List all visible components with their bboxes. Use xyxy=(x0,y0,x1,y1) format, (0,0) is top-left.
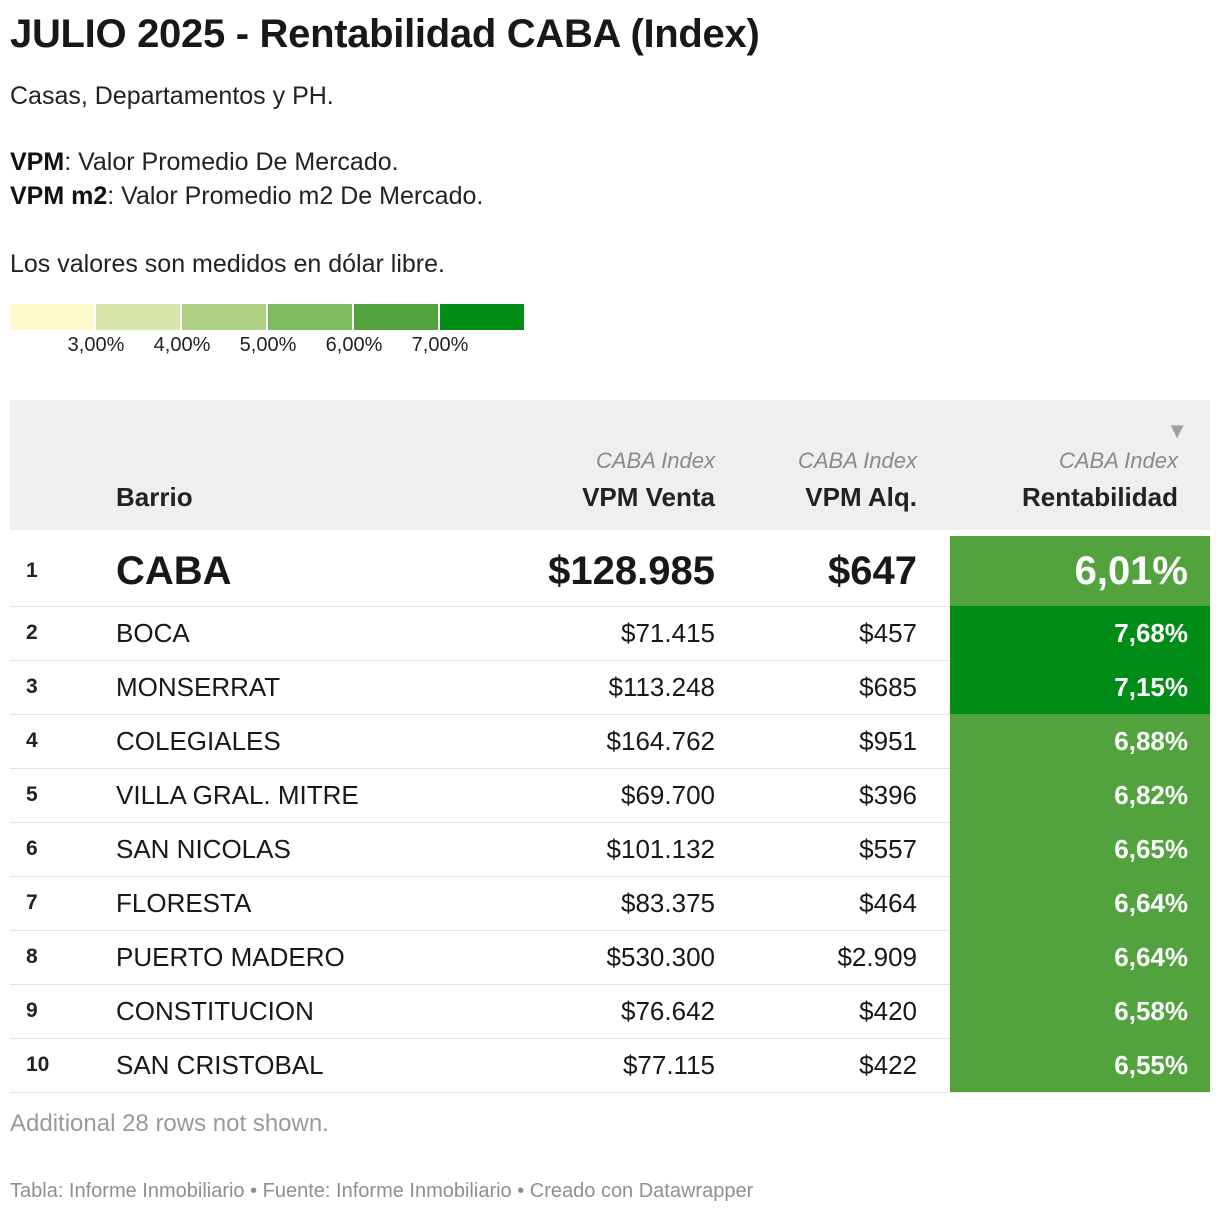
legend-swatch xyxy=(10,304,94,330)
row-vpm-alq: $457 xyxy=(859,618,917,648)
legend-tick-label: 7,00% xyxy=(411,334,469,356)
row-vpm-alq: $647 xyxy=(828,549,917,593)
legend-tick-label: 4,00% xyxy=(153,334,211,356)
row-vpm-alq: $420 xyxy=(859,996,917,1026)
row-barrio: BOCA xyxy=(116,618,190,648)
description-currency: Los valores son medidos en dólar libre. xyxy=(10,250,445,278)
header-alq-sub: CABA Index xyxy=(797,448,917,473)
row-vpm-alq: $951 xyxy=(859,726,917,756)
legend-tick-label: 3,00% xyxy=(67,334,125,356)
row-rentabilidad: 7,68% xyxy=(950,606,1210,660)
row-barrio: COLEGIALES xyxy=(116,726,281,756)
row-vpm-alq: $2.909 xyxy=(837,942,917,972)
row-vpm-venta: $83.375 xyxy=(621,888,715,918)
table-row: 3 MONSERRAT $113.248 $685 7,15% xyxy=(10,660,1210,715)
row-rentabilidad: 6,55% xyxy=(950,1038,1210,1092)
row-rentabilidad: 6,64% xyxy=(950,930,1210,984)
table-header: Barrio CABA Index VPM Venta CABA Index V… xyxy=(10,400,1210,530)
header-barrio[interactable]: Barrio xyxy=(116,482,193,512)
row-rank: 2 xyxy=(26,621,38,644)
row-rank: 9 xyxy=(26,999,38,1022)
legend-swatch xyxy=(354,304,438,330)
color-legend xyxy=(10,304,524,330)
header-rent-sub: CABA Index xyxy=(1058,448,1178,473)
row-barrio: CONSTITUCION xyxy=(116,996,314,1026)
row-vpm-alq: $464 xyxy=(859,888,917,918)
sort-descending-icon[interactable]: ▼ xyxy=(1166,418,1188,443)
header-venta-sub: CABA Index xyxy=(595,448,715,473)
row-barrio: PUERTO MADERO xyxy=(116,942,345,972)
row-barrio: FLORESTA xyxy=(116,888,252,918)
row-vpm-venta: $77.115 xyxy=(622,1050,715,1080)
row-vpm-alq: $422 xyxy=(859,1050,917,1080)
legend-swatch xyxy=(268,304,352,330)
row-vpm-alq: $396 xyxy=(859,780,917,810)
table-row: 2 BOCA $71.415 $457 7,68% xyxy=(10,606,1210,661)
row-rank: 10 xyxy=(26,1053,50,1076)
row-rank: 4 xyxy=(26,729,38,752)
row-rentabilidad: 6,01% xyxy=(950,536,1210,606)
header-venta[interactable]: VPM Venta xyxy=(582,482,715,512)
table-row: 4 COLEGIALES $164.762 $951 6,88% xyxy=(10,714,1210,769)
row-rentabilidad: 6,64% xyxy=(950,876,1210,930)
vpm-key: VPM xyxy=(10,148,65,176)
table-row: 6 SAN NICOLAS $101.132 $557 6,65% xyxy=(10,822,1210,877)
row-vpm-venta: $530.300 xyxy=(606,942,715,972)
row-vpm-alq: $557 xyxy=(859,834,917,864)
row-rank: 1 xyxy=(26,559,38,582)
row-vpm-venta: $69.700 xyxy=(621,780,715,810)
table-row: 9 CONSTITUCION $76.642 $420 6,58% xyxy=(10,984,1210,1039)
row-rentabilidad: 6,58% xyxy=(950,984,1210,1038)
row-rank: 6 xyxy=(26,837,38,860)
legend-swatch xyxy=(96,304,180,330)
table-row: 5 VILLA GRAL. MITRE $69.700 $396 6,82% xyxy=(10,768,1210,823)
row-rank: 5 xyxy=(26,783,38,806)
footer-credits: Tabla: Informe Inmobiliario • Fuente: In… xyxy=(10,1180,754,1202)
row-vpm-venta: $164.762 xyxy=(606,726,715,756)
legend-swatch xyxy=(182,304,266,330)
row-barrio: CABA xyxy=(116,549,232,593)
description-vpm: VPM: Valor Promedio De Mercado. xyxy=(10,148,399,177)
row-barrio: MONSERRAT xyxy=(116,672,281,702)
table-row: 8 PUERTO MADERO $530.300 $2.909 6,64% xyxy=(10,930,1210,985)
vpm-m2-text: : Valor Promedio m2 De Mercado. xyxy=(107,182,484,210)
table-row: 7 FLORESTA $83.375 $464 6,64% xyxy=(10,876,1210,931)
row-rank: 8 xyxy=(26,945,38,968)
table-row: 1 CABA $128.985 $647 6,01% xyxy=(10,536,1210,607)
row-vpm-venta: $76.642 xyxy=(621,996,715,1026)
row-rentabilidad: 6,65% xyxy=(950,822,1210,876)
row-vpm-alq: $685 xyxy=(859,672,917,702)
table-row: 10 SAN CRISTOBAL $77.115 $422 6,55% xyxy=(10,1038,1210,1093)
row-rank: 3 xyxy=(26,675,38,698)
row-vpm-venta: $101.132 xyxy=(606,834,715,864)
row-rentabilidad: 7,15% xyxy=(950,660,1210,714)
row-barrio: SAN NICOLAS xyxy=(116,834,291,864)
row-vpm-venta: $113.248 xyxy=(608,672,715,702)
vpm-text: : Valor Promedio De Mercado. xyxy=(64,148,399,176)
row-barrio: SAN CRISTOBAL xyxy=(116,1050,324,1080)
header-rent[interactable]: Rentabilidad xyxy=(1021,482,1178,512)
row-rentabilidad: 6,82% xyxy=(950,768,1210,822)
description-line: Casas, Departamentos y PH. xyxy=(10,82,334,110)
page-title: JULIO 2025 - Rentabilidad CABA (Index) xyxy=(10,12,760,56)
legend-swatch xyxy=(440,304,524,330)
vpm-m2-key: VPM m2 xyxy=(10,182,108,210)
legend-tick-label: 6,00% xyxy=(325,334,383,356)
rows-not-shown-note: Additional 28 rows not shown. xyxy=(10,1110,329,1137)
row-vpm-venta: $128.985 xyxy=(548,549,715,593)
legend-tick-label: 5,00% xyxy=(239,334,297,356)
row-rank: 7 xyxy=(26,891,38,914)
row-barrio: VILLA GRAL. MITRE xyxy=(116,780,359,810)
description-vpm-m2: VPM m2: Valor Promedio m2 De Mercado. xyxy=(10,182,483,211)
header-alq[interactable]: VPM Alq. xyxy=(805,482,917,512)
row-rentabilidad: 6,88% xyxy=(950,714,1210,768)
row-vpm-venta: $71.415 xyxy=(621,618,715,648)
